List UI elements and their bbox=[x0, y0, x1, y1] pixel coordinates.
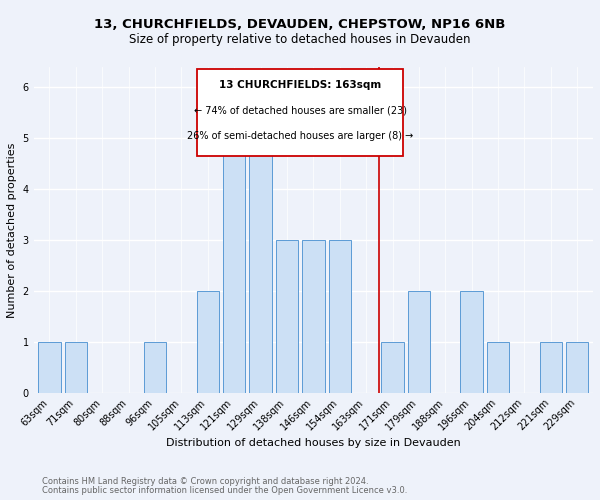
X-axis label: Distribution of detached houses by size in Devauden: Distribution of detached houses by size … bbox=[166, 438, 461, 448]
Bar bbox=[223, 138, 245, 392]
Bar bbox=[197, 291, 219, 392]
Text: 26% of semi-detached houses are larger (8) →: 26% of semi-detached houses are larger (… bbox=[187, 130, 413, 140]
Text: Size of property relative to detached houses in Devauden: Size of property relative to detached ho… bbox=[129, 32, 471, 46]
Text: 13 CHURCHFIELDS: 163sqm: 13 CHURCHFIELDS: 163sqm bbox=[219, 80, 381, 90]
Bar bbox=[566, 342, 589, 392]
Bar bbox=[487, 342, 509, 392]
Bar bbox=[381, 342, 404, 392]
Text: Contains HM Land Registry data © Crown copyright and database right 2024.: Contains HM Land Registry data © Crown c… bbox=[42, 477, 368, 486]
Bar bbox=[407, 291, 430, 392]
Bar bbox=[276, 240, 298, 392]
Bar bbox=[250, 138, 272, 392]
Bar bbox=[329, 240, 351, 392]
Bar bbox=[302, 240, 325, 392]
FancyBboxPatch shape bbox=[197, 70, 403, 156]
Bar bbox=[144, 342, 166, 392]
Bar bbox=[460, 291, 483, 392]
Text: 13, CHURCHFIELDS, DEVAUDEN, CHEPSTOW, NP16 6NB: 13, CHURCHFIELDS, DEVAUDEN, CHEPSTOW, NP… bbox=[94, 18, 506, 30]
Bar bbox=[65, 342, 87, 392]
Y-axis label: Number of detached properties: Number of detached properties bbox=[7, 142, 17, 318]
Text: ← 74% of detached houses are smaller (23): ← 74% of detached houses are smaller (23… bbox=[194, 105, 407, 115]
Bar bbox=[539, 342, 562, 392]
Bar bbox=[38, 342, 61, 392]
Text: Contains public sector information licensed under the Open Government Licence v3: Contains public sector information licen… bbox=[42, 486, 407, 495]
